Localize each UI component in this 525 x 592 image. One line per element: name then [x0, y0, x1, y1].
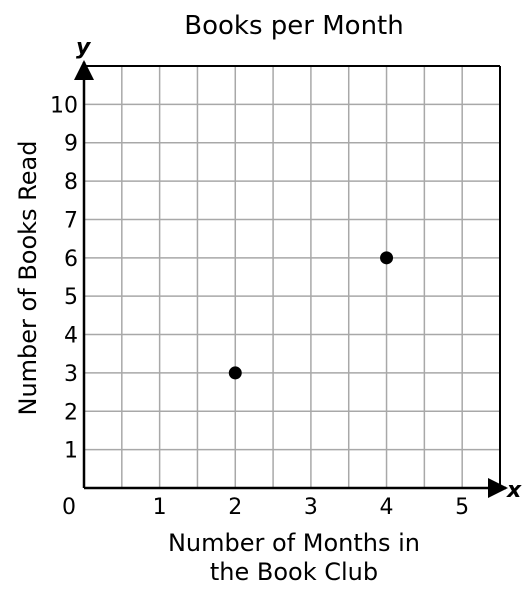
grid: [84, 66, 500, 488]
y-tick-label: 2: [64, 400, 78, 425]
origin-label: 0: [62, 495, 76, 520]
y-tick-label: 1: [64, 439, 78, 464]
x-axis-label-line-1: Number of Months in: [168, 529, 420, 557]
x-tick-label: 1: [153, 495, 167, 520]
x-axis-label-line-2: the Book Club: [210, 558, 378, 586]
y-tick-label: 3: [64, 362, 78, 387]
data-point: [380, 251, 394, 265]
y-tick-label: 10: [50, 93, 78, 118]
chart-title: Books per Month: [184, 11, 403, 41]
data-point: [228, 366, 242, 380]
x-axis-letter: x: [506, 478, 522, 503]
y-tick-label: 9: [64, 132, 78, 157]
y-tick-label: 5: [64, 285, 78, 310]
y-tick-label: 7: [64, 208, 78, 233]
y-tick-label: 6: [64, 247, 78, 272]
tick-labels: 1 2 3 4 5 1 2 3 4 5 6 7 8 9 10: [50, 93, 469, 520]
data-points: [228, 251, 394, 380]
y-axis-label: Number of Books Read: [14, 141, 42, 416]
y-tick-label: 4: [64, 324, 78, 349]
x-tick-label: 4: [380, 495, 394, 520]
axes: [74, 60, 508, 498]
y-axis-letter: y: [76, 35, 92, 60]
x-tick-label: 3: [304, 495, 318, 520]
x-tick-label: 2: [228, 495, 242, 520]
x-tick-label: 5: [455, 495, 469, 520]
y-tick-label: 8: [64, 170, 78, 195]
